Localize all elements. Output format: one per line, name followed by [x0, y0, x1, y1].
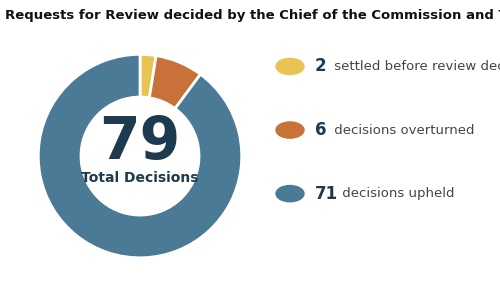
- Text: Total Decisions: Total Decisions: [82, 171, 199, 186]
- Text: settled before review decision: settled before review decision: [330, 60, 500, 73]
- Wedge shape: [140, 54, 156, 98]
- Text: decisions upheld: decisions upheld: [338, 187, 454, 200]
- Text: 71: 71: [315, 185, 338, 203]
- Text: 2: 2: [315, 58, 326, 75]
- Text: 79: 79: [100, 114, 180, 171]
- Wedge shape: [150, 55, 200, 109]
- Text: 6: 6: [315, 121, 326, 139]
- Wedge shape: [38, 54, 242, 258]
- Text: decisions overturned: decisions overturned: [330, 124, 474, 136]
- Text: Requests for Review decided by the Chief of the Commission and Tribunals in 2023: Requests for Review decided by the Chief…: [5, 9, 500, 22]
